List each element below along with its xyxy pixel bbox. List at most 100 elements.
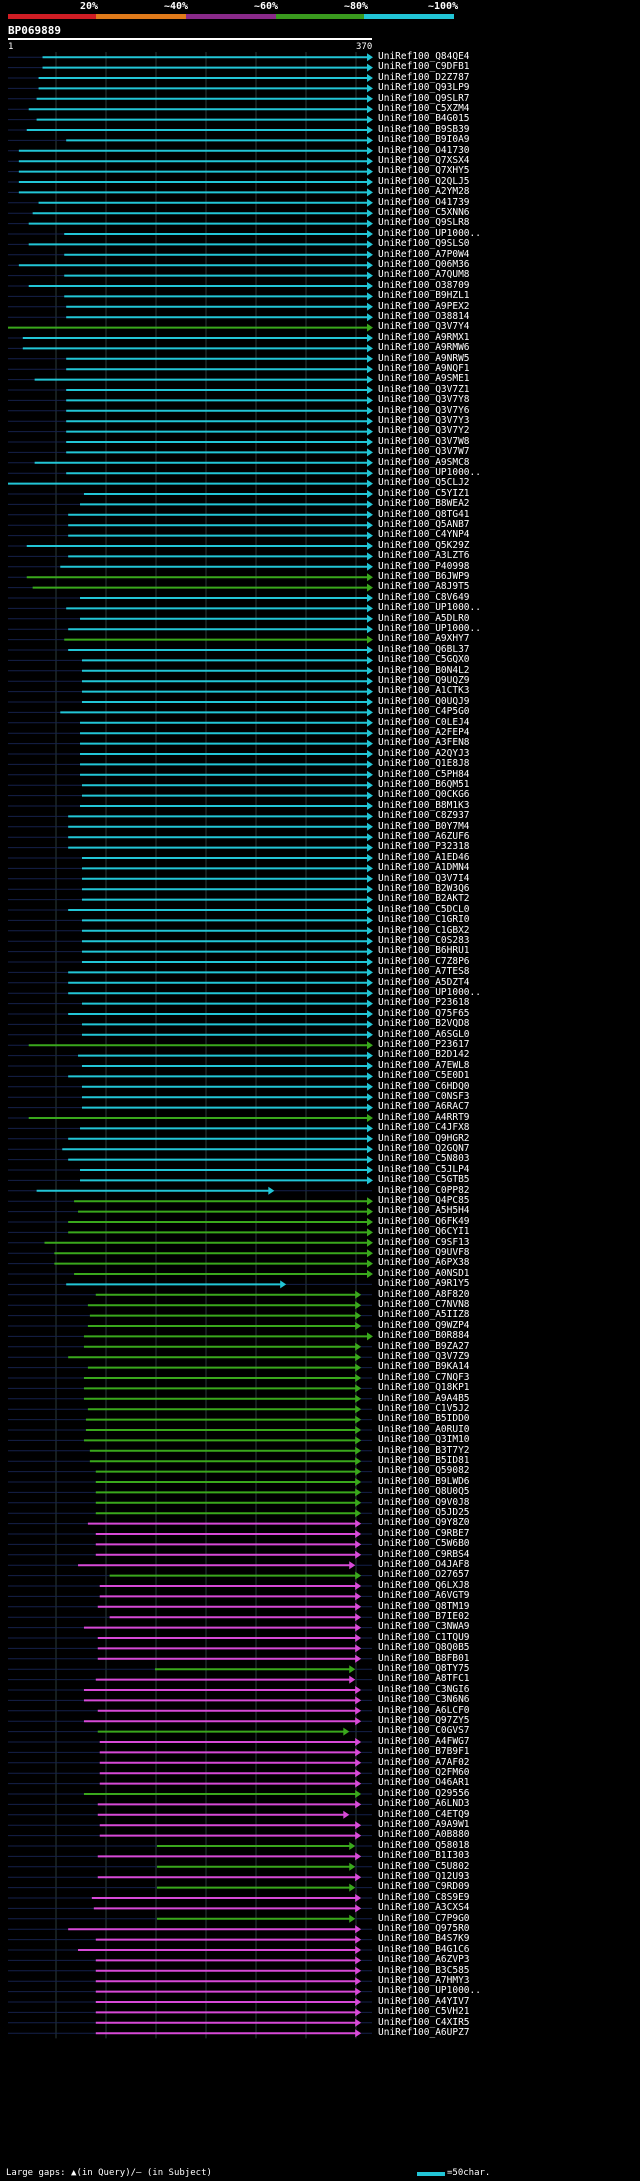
hit-label[interactable]: UniRef100_A8TFC1	[378, 1673, 470, 1685]
hit-label[interactable]: UniRef100_Q7XSX4	[378, 155, 470, 166]
hit-label[interactable]: UniRef100_Q8TM19	[378, 1600, 470, 1612]
hit-label[interactable]: UniRef100_C6HDQ0	[378, 1080, 470, 1092]
hit-label[interactable]: UniRef100_C3NGI6	[378, 1683, 470, 1695]
hit-label[interactable]: UniRef100_UP1000..	[378, 602, 481, 614]
hit-label[interactable]: UniRef100_B3C585	[378, 1964, 470, 1976]
hit-label[interactable]: UniRef100_Q3V7Z9	[378, 1351, 470, 1362]
hit-label[interactable]: UniRef100_Q12U93	[378, 1871, 470, 1882]
hit-label[interactable]: UniRef100_Q0CKG6	[378, 789, 470, 801]
hit-label[interactable]: UniRef100_Q18KP1	[378, 1382, 470, 1394]
hit-label[interactable]: UniRef100_Q8TG41	[378, 508, 470, 520]
hit-label[interactable]: UniRef100_C4ETQ9	[378, 1808, 470, 1820]
hit-label[interactable]: UniRef100_C0LEJ4	[378, 716, 470, 728]
hit-label[interactable]: UniRef100_Q5JD25	[378, 1507, 470, 1518]
hit-label[interactable]: UniRef100_A6VGT9	[378, 1590, 470, 1602]
hit-label[interactable]: UniRef100_A1ED46	[378, 851, 470, 863]
hit-label[interactable]: UniRef100_B7IE02	[378, 1611, 470, 1622]
hit-label[interactable]: UniRef100_C5JLP4	[378, 1163, 470, 1175]
hit-label[interactable]: UniRef100_C9DFB1	[378, 61, 470, 73]
hit-label[interactable]: UniRef100_C4JFX8	[378, 1122, 470, 1134]
hit-label[interactable]: UniRef100_Q9UVF8	[378, 1247, 470, 1258]
hit-label[interactable]: UniRef100_O41739	[378, 196, 470, 208]
hit-label[interactable]: UniRef100_UP1000..	[378, 467, 481, 478]
hit-label[interactable]: UniRef100_A6ZUF6	[378, 831, 470, 842]
hit-label[interactable]: UniRef100_A8J9T5	[378, 581, 470, 593]
hit-label[interactable]: UniRef100_A3LZT6	[378, 550, 470, 562]
hit-label[interactable]: UniRef100_C5N803	[378, 1153, 470, 1165]
hit-label[interactable]: UniRef100_B5ID81	[378, 1455, 470, 1466]
hit-label[interactable]: UniRef100_B7B9F1	[378, 1746, 470, 1758]
hit-label[interactable]: UniRef100_C9RBE7	[378, 1527, 470, 1539]
hit-label[interactable]: UniRef100_Q6BL37	[378, 643, 470, 655]
hit-label[interactable]: UniRef100_Q9Y8Z0	[378, 1517, 470, 1529]
hit-label[interactable]: UniRef100_B9ZA27	[378, 1340, 470, 1352]
hit-label[interactable]: UniRef100_Q2FM60	[378, 1767, 470, 1778]
hit-label[interactable]: UniRef100_Q1E8J8	[378, 758, 470, 770]
hit-label[interactable]: UniRef100_C1GRI0	[378, 914, 470, 926]
hit-label[interactable]: UniRef100_UP1000..	[378, 1985, 481, 1997]
hit-label[interactable]: UniRef100_A4YIV7	[378, 1995, 470, 2007]
hit-label[interactable]: UniRef100_C5GTB5	[378, 1174, 470, 1186]
hit-label[interactable]: UniRef100_Q9V0J8	[378, 1496, 470, 1508]
hit-label[interactable]: UniRef100_B9HZL1	[378, 290, 470, 302]
hit-label[interactable]: UniRef100_A2QYJ3	[378, 747, 470, 759]
hit-label[interactable]: UniRef100_C5E0D1	[378, 1070, 470, 1082]
hit-label[interactable]: UniRef100_B6JWP9	[378, 571, 470, 582]
hit-label[interactable]: UniRef100_Q8U0Q5	[378, 1486, 470, 1498]
hit-label[interactable]: UniRef100_A5DZT4	[378, 976, 470, 988]
hit-label[interactable]: UniRef100_Q8Q0B5	[378, 1642, 470, 1654]
hit-label[interactable]: UniRef100_O38814	[378, 311, 470, 322]
hit-label[interactable]: UniRef100_C7P9G0	[378, 1912, 470, 1924]
hit-label[interactable]: UniRef100_B9SB39	[378, 123, 470, 135]
hit-label[interactable]: UniRef100_Q3V7Y3	[378, 415, 470, 426]
hit-label[interactable]: UniRef100_Q29556	[378, 1787, 470, 1799]
hit-label[interactable]: UniRef100_C5U802	[378, 1860, 470, 1872]
hit-label[interactable]: UniRef100_B9LWD6	[378, 1475, 470, 1487]
hit-label[interactable]: UniRef100_A9A9W1	[378, 1819, 470, 1830]
hit-label[interactable]: UniRef100_Q06M36	[378, 259, 470, 270]
hit-label[interactable]: UniRef100_B2VQD8	[378, 1018, 470, 1030]
hit-label[interactable]: UniRef100_Q9WZP4	[378, 1319, 470, 1331]
hit-label[interactable]: UniRef100_UP1000..	[378, 227, 481, 239]
hit-label[interactable]: UniRef100_A3CXS4	[378, 1902, 470, 1914]
hit-label[interactable]: UniRef100_C5GQX0	[378, 654, 470, 666]
hit-label[interactable]: UniRef100_Q3V7I4	[378, 872, 470, 884]
hit-label[interactable]: UniRef100_B4G1C6	[378, 1943, 470, 1955]
hit-label[interactable]: UniRef100_C4P5G0	[378, 706, 470, 718]
hit-label[interactable]: UniRef100_A9XHY7	[378, 633, 470, 645]
hit-label[interactable]: UniRef100_A5H5H4	[378, 1205, 470, 1217]
hit-label[interactable]: UniRef100_P23618	[378, 997, 470, 1009]
hit-label[interactable]: UniRef100_C9RBS4	[378, 1548, 470, 1560]
hit-label[interactable]: UniRef100_O41730	[378, 144, 470, 156]
hit-label[interactable]: UniRef100_A7HMY3	[378, 1975, 470, 1986]
hit-label[interactable]: UniRef100_Q8TY75	[378, 1663, 470, 1674]
hit-label[interactable]: UniRef100_Q75F65	[378, 1007, 470, 1019]
hit-label[interactable]: UniRef100_Q3V7Y8	[378, 394, 470, 406]
hit-label[interactable]: UniRef100_B4G015	[378, 113, 470, 125]
hit-label[interactable]: UniRef100_A2YM28	[378, 186, 470, 198]
hit-label[interactable]: UniRef100_A9NRW5	[378, 352, 470, 364]
hit-label[interactable]: UniRef100_C1GBX2	[378, 924, 470, 936]
hit-label[interactable]: UniRef100_O46AR1	[378, 1777, 470, 1789]
hit-label[interactable]: UniRef100_C0NSF3	[378, 1091, 470, 1102]
hit-label[interactable]: UniRef100_O4JAF8	[378, 1559, 470, 1570]
hit-label[interactable]: UniRef100_Q3V7Y2	[378, 425, 470, 437]
hit-label[interactable]: UniRef100_A6ZVP3	[378, 1954, 470, 1966]
hit-label[interactable]: UniRef100_C3NWA9	[378, 1621, 470, 1633]
hit-label[interactable]: UniRef100_Q2QLJ5	[378, 175, 470, 187]
hit-label[interactable]: UniRef100_B0N4L2	[378, 664, 470, 676]
hit-label[interactable]: UniRef100_Q58018	[378, 1839, 470, 1851]
hit-label[interactable]: UniRef100_Q84QE4	[378, 51, 470, 62]
hit-label[interactable]: UniRef100_Q9SLR7	[378, 92, 470, 104]
hit-label[interactable]: UniRef100_B1I303	[378, 1850, 470, 1862]
hit-label[interactable]: UniRef100_A9PEX2	[378, 300, 470, 312]
hit-label[interactable]: UniRef100_C0PP82	[378, 1184, 470, 1196]
hit-label[interactable]: UniRef100_Q3V7Y4	[378, 321, 470, 333]
hit-label[interactable]: UniRef100_Q97ZY5	[378, 1715, 470, 1726]
hit-label[interactable]: UniRef100_A6RAC7	[378, 1101, 470, 1113]
hit-label[interactable]: UniRef100_B0R884	[378, 1330, 470, 1342]
hit-label[interactable]: UniRef100_C7Z8P6	[378, 955, 470, 967]
hit-label[interactable]: UniRef100_D2Z787	[378, 71, 470, 83]
hit-label[interactable]: UniRef100_C0GVS7	[378, 1725, 470, 1737]
hit-label[interactable]: UniRef100_A0NSD1	[378, 1267, 470, 1279]
